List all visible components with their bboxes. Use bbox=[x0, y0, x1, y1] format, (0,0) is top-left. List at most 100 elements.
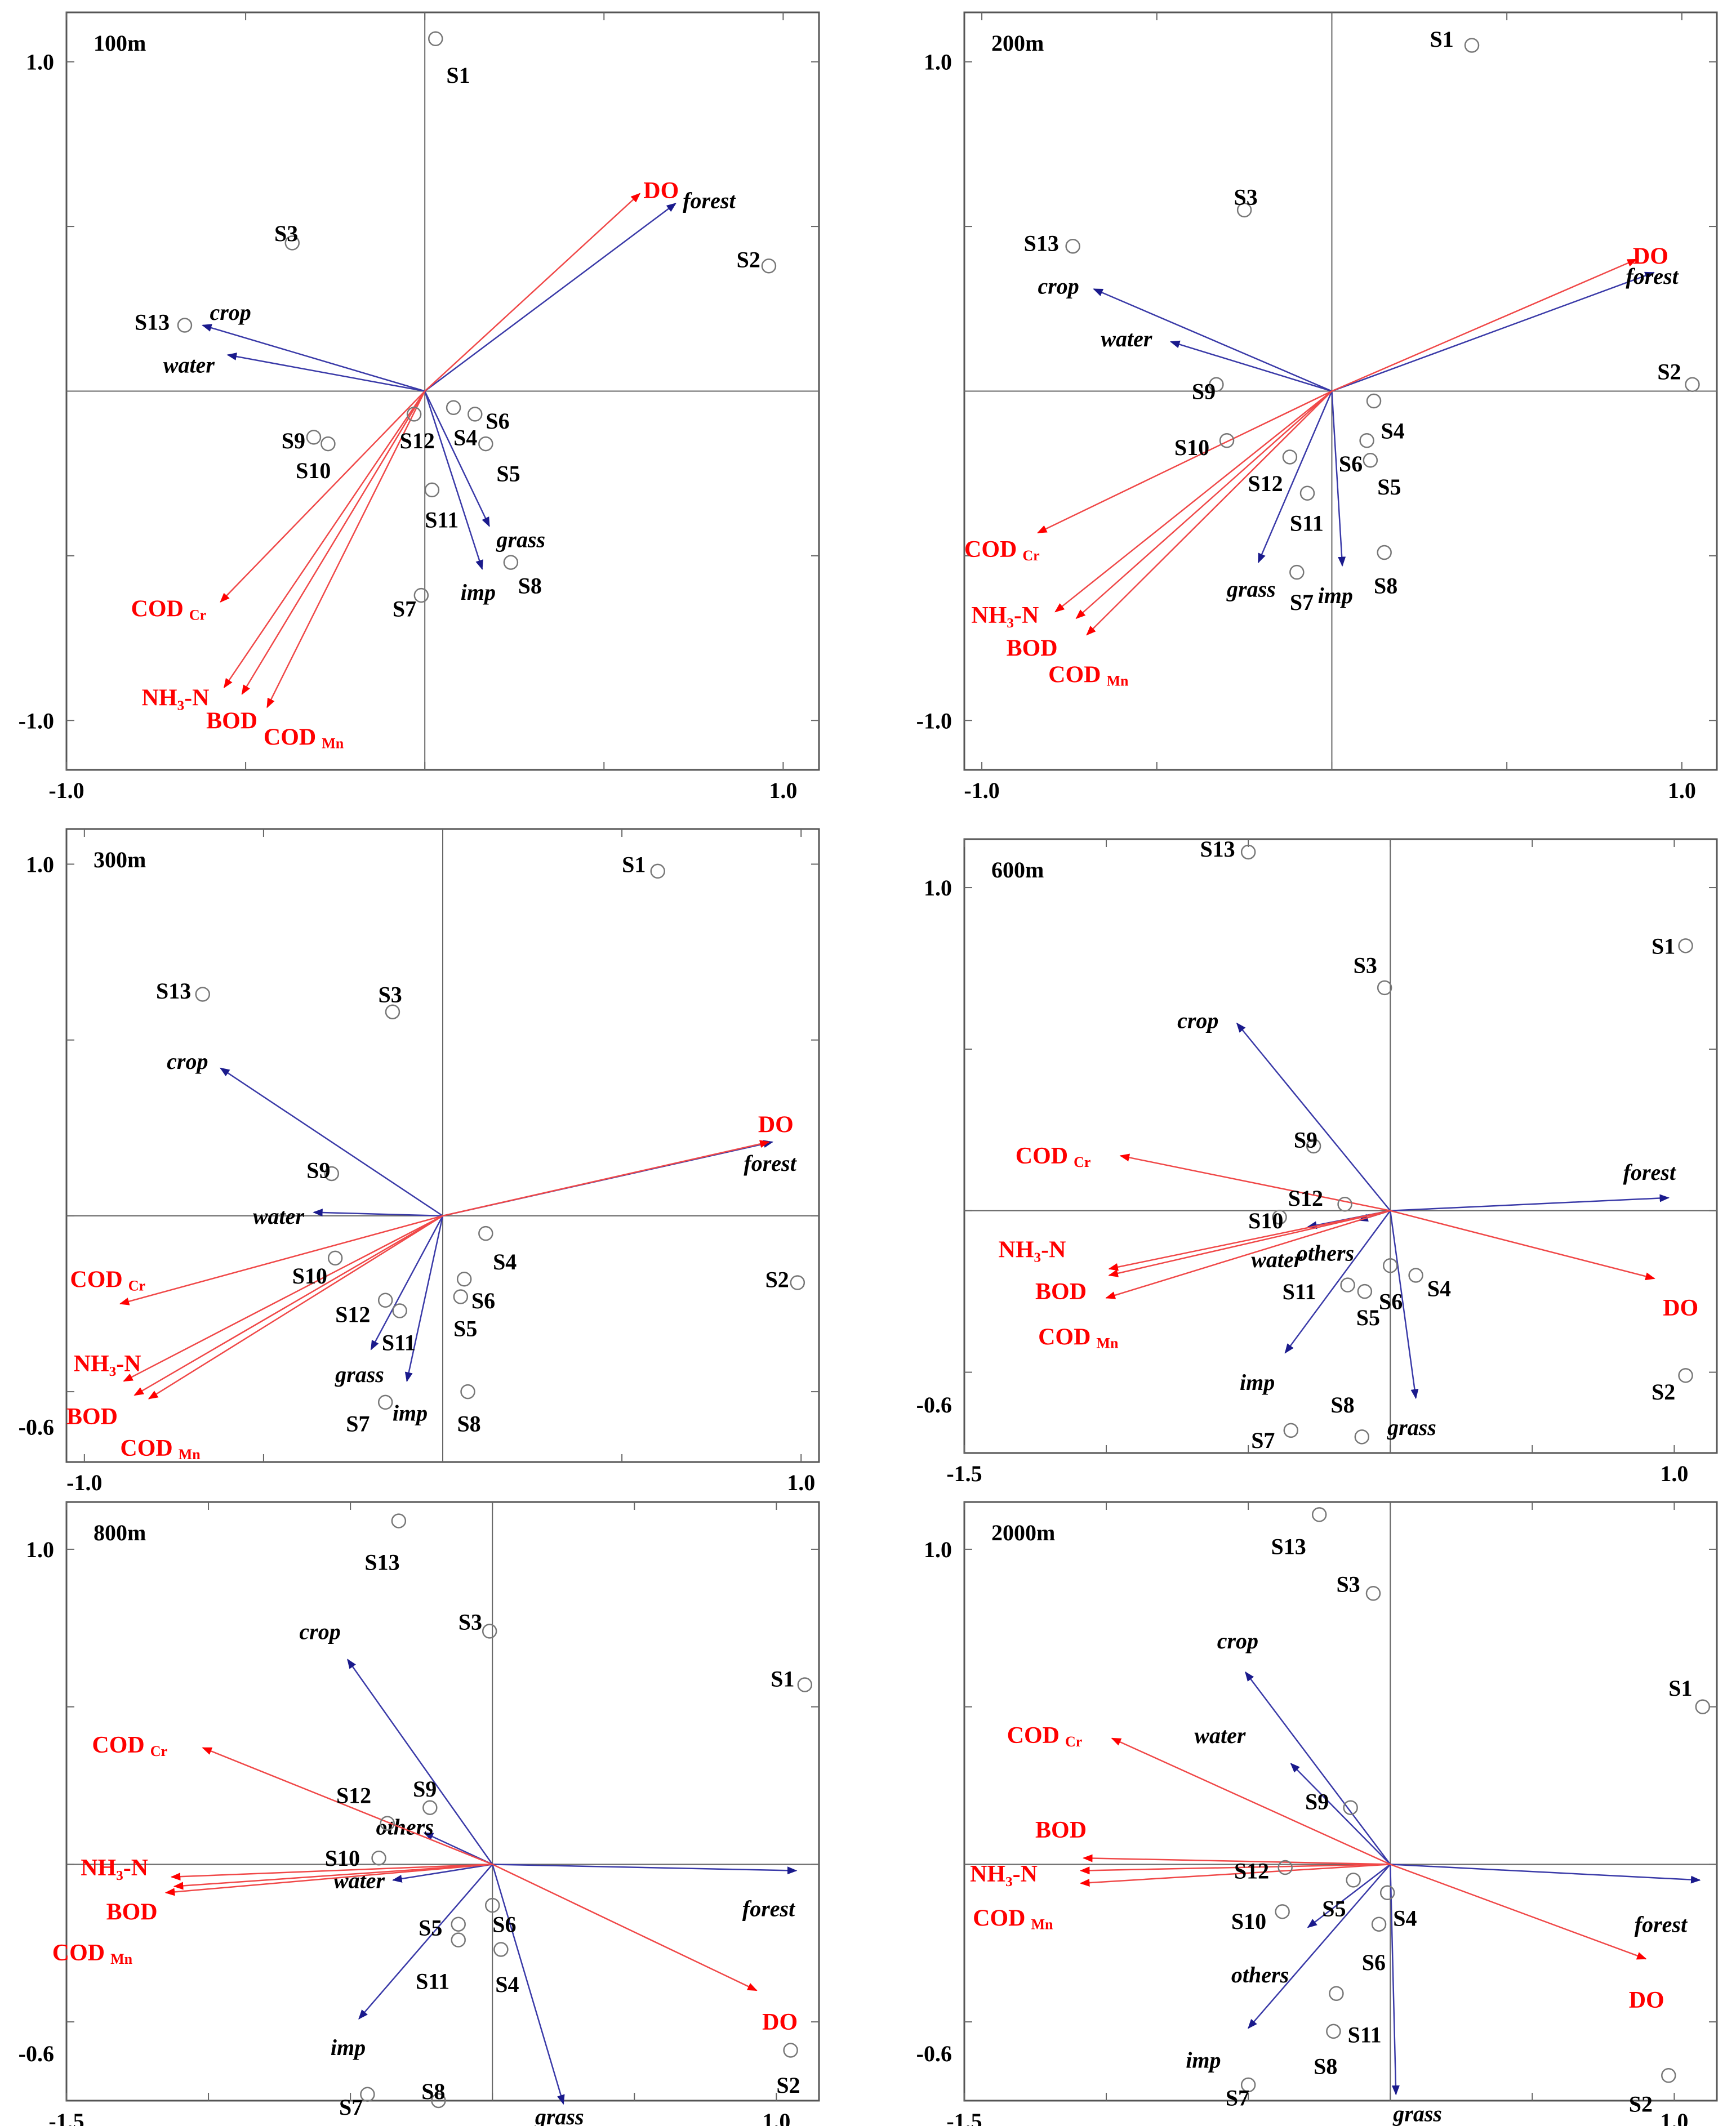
site-point-S11 bbox=[1299, 485, 1315, 501]
env-label-crop: crop bbox=[1038, 273, 1079, 298]
wq-label-nh₃-n: NH₃-N bbox=[998, 1237, 1066, 1263]
wq-vector-nh₃-n bbox=[1054, 390, 1333, 613]
wq-label-bod: BOD bbox=[106, 1899, 158, 1925]
site-point-S12 bbox=[1337, 1197, 1352, 1212]
env-vector-crop bbox=[347, 1659, 493, 1865]
site-label-S6: S6 bbox=[486, 408, 509, 434]
panel-title: 300m bbox=[94, 847, 146, 872]
env-vector-imp bbox=[1248, 1864, 1391, 2029]
site-point-S9 bbox=[1343, 1800, 1358, 1815]
site-label-S3: S3 bbox=[1354, 953, 1377, 978]
site-label-S4: S4 bbox=[493, 1249, 517, 1274]
y-tick-label: -1.0 bbox=[916, 708, 952, 733]
site-point-S4 bbox=[1408, 1268, 1423, 1283]
site-point-S5 bbox=[453, 1289, 469, 1304]
x-tick-label: 1.0 bbox=[762, 2109, 790, 2126]
site-label-S8: S8 bbox=[1374, 573, 1397, 599]
wq-vector-bod bbox=[133, 1215, 443, 1396]
env-label-forest: forest bbox=[1626, 264, 1679, 289]
wq-vector-cod bbox=[220, 390, 426, 603]
site-point-S6 bbox=[456, 1272, 472, 1287]
site-point-S2 bbox=[761, 258, 777, 274]
env-vector-crop bbox=[220, 1067, 443, 1216]
wq-vector-cod bbox=[164, 1864, 493, 1896]
site-point-S12 bbox=[1282, 449, 1298, 465]
site-label-S5: S5 bbox=[1322, 1896, 1346, 1922]
site-point-S1 bbox=[797, 1677, 813, 1692]
site-label-S1: S1 bbox=[771, 1666, 794, 1691]
wq-label-cod: COD Cr bbox=[92, 1732, 167, 1759]
site-label-S11: S11 bbox=[1283, 1279, 1316, 1304]
site-label-S12: S12 bbox=[400, 428, 435, 453]
env-vector-forest bbox=[1332, 271, 1655, 392]
env-vector-grass bbox=[1257, 391, 1333, 564]
env-vector-crop bbox=[202, 324, 425, 392]
site-label-S7: S7 bbox=[393, 596, 416, 621]
env-label-imp: imp bbox=[393, 1401, 428, 1426]
env-label-imp: imp bbox=[331, 2035, 366, 2060]
x-tick-label: -1.5 bbox=[946, 2109, 982, 2126]
site-label-S11: S11 bbox=[382, 1330, 416, 1356]
site-point-S4 bbox=[478, 1225, 493, 1241]
wq-label-cod: COD Cr bbox=[131, 596, 207, 623]
wq-label-nh₃-n: NH₃-N bbox=[81, 1855, 148, 1881]
env-vector-grass bbox=[492, 1864, 565, 2105]
wq-vector-cod bbox=[266, 390, 426, 708]
env-label-forest: forest bbox=[744, 1151, 797, 1176]
site-label-S3: S3 bbox=[1336, 1571, 1360, 1597]
env-vector-imp bbox=[404, 1215, 444, 1383]
wq-vector-bod bbox=[241, 390, 426, 695]
site-point-S10 bbox=[371, 1850, 386, 1866]
site-point-S4 bbox=[493, 1942, 509, 1957]
site-label-S12: S12 bbox=[1234, 1858, 1269, 1884]
site-point-S3 bbox=[385, 1004, 400, 1019]
env-vector-forest bbox=[424, 203, 676, 392]
site-label-S12: S12 bbox=[1248, 471, 1283, 496]
env-label-forest: forest bbox=[1623, 1160, 1677, 1185]
site-label-S3: S3 bbox=[459, 1610, 482, 1635]
panels-container: -1.0 1.01.0-1.0100mforestcropwatergrassim… bbox=[19, 11, 1718, 2126]
site-point-S5 bbox=[478, 436, 493, 452]
site-label-S13: S13 bbox=[1271, 1534, 1306, 1559]
wq-vector-cod bbox=[1119, 1153, 1391, 1211]
y-tick-label: 1.0 bbox=[924, 875, 952, 901]
y-tick-label: 1.0 bbox=[924, 50, 952, 75]
env-label-water: water bbox=[333, 1868, 385, 1893]
site-point-S3 bbox=[1236, 202, 1252, 218]
site-label-S13: S13 bbox=[1200, 836, 1235, 862]
x-tick-label: -1.5 bbox=[946, 1461, 982, 1486]
site-point-S2 bbox=[1678, 1368, 1693, 1383]
env-label-forest: forest bbox=[1635, 1912, 1688, 1937]
env-label-imp: imp bbox=[461, 580, 496, 605]
wq-label-do: DO bbox=[643, 178, 679, 204]
site-label-S12: S12 bbox=[1288, 1185, 1323, 1211]
site-point-S7 bbox=[1240, 2077, 1256, 2093]
wq-vector-nh₃-n bbox=[223, 390, 426, 689]
wq-label-do: DO bbox=[758, 1112, 794, 1138]
env-vector-water bbox=[313, 1209, 443, 1217]
site-point-S11 bbox=[392, 1303, 407, 1318]
wq-label-bod: BOD bbox=[1007, 636, 1058, 662]
site-label-S8: S8 bbox=[457, 1411, 480, 1436]
panel-title: 100m bbox=[94, 30, 146, 56]
env-label-grass: grass bbox=[1392, 2101, 1442, 2126]
site-label-S3: S3 bbox=[1234, 184, 1257, 210]
wq-label-cod: COD Mn bbox=[973, 1906, 1053, 1933]
site-point-S8 bbox=[1326, 2024, 1341, 2039]
site-label-S11: S11 bbox=[416, 1968, 449, 1994]
site-point-S8 bbox=[503, 555, 519, 570]
wq-label-bod: BOD bbox=[1035, 1279, 1087, 1305]
wq-label-bod: BOD bbox=[1035, 1817, 1087, 1843]
site-label-S3: S3 bbox=[274, 221, 298, 246]
y-tick-label: 1.0 bbox=[26, 852, 54, 877]
env-label-grass: grass bbox=[1226, 576, 1276, 601]
env-label-others: others bbox=[1297, 1240, 1354, 1265]
env-label-grass: grass bbox=[335, 1362, 384, 1387]
env-vector-imp bbox=[358, 1864, 493, 2020]
env-label-water: water bbox=[1101, 326, 1152, 351]
env-vector-imp bbox=[424, 391, 483, 570]
site-point-S7 bbox=[1283, 1423, 1299, 1438]
x-tick-label: 1.0 bbox=[1660, 2109, 1688, 2126]
site-label-S13: S13 bbox=[156, 978, 191, 1004]
